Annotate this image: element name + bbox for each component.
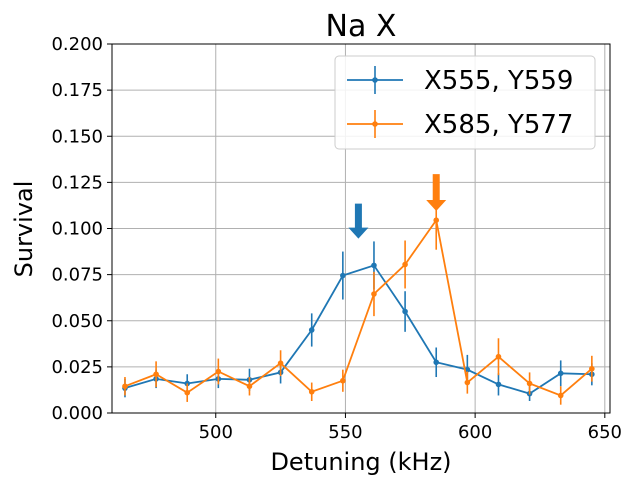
series-2 [122,190,595,405]
y-axis-label: Survival [10,181,38,278]
data-point [371,262,377,269]
legend-label: X585, Y577 [424,110,573,140]
series-layer [122,190,595,405]
data-point [371,291,377,297]
y-tick-label: 0.200 [51,34,103,55]
y-tick-label: 0.000 [51,403,103,424]
data-point [526,380,533,387]
data-point [464,379,471,386]
data-point [184,389,191,396]
data-point [277,360,284,366]
legend-entry: X585, Y577 [347,110,573,140]
y-tick-label: 0.050 [51,311,103,332]
data-point [340,272,346,279]
data-point [557,392,564,399]
data-point [402,261,408,268]
data-point [495,353,502,360]
data-point [308,388,315,395]
y-tick-label: 0.175 [51,80,103,101]
data-point [340,377,346,384]
x-tick-label: 600 [458,422,492,443]
data-point [215,368,222,375]
legend-entry: X555, Y559 [347,66,573,96]
arrow-annotation [348,203,369,239]
series-line [124,217,593,397]
data-point [122,383,128,390]
x-tick-label: 650 [588,422,622,443]
legend-label: X555, Y559 [424,66,573,96]
legend: X555, Y559 X585, Y577 [334,55,596,150]
x-tick-label: 550 [328,422,362,443]
legend-marker [372,121,378,127]
y-tick-label: 0.125 [51,172,103,193]
chart-title: Na X [326,9,397,44]
x-axis-label: Detuning (kHz) [270,448,451,476]
y-tick-label: 0.025 [51,357,103,378]
data-point [433,217,440,223]
legend-marker [372,77,378,83]
y-tick-label: 0.100 [51,219,103,240]
y-tick-label: 0.075 [51,265,103,286]
data-point [495,381,502,388]
x-tick-label: 500 [199,422,233,443]
y-tick-label: 0.150 [51,126,103,147]
data-point [589,365,595,372]
data-point [402,308,408,315]
data-point [557,370,564,377]
data-point [308,327,315,333]
data-point [246,383,253,390]
ticks: 500 550 600 650 0.000 0.025 0.050 0.075 0.100 0.1… [51,34,622,443]
data-point [153,371,159,378]
data-point [433,359,440,366]
